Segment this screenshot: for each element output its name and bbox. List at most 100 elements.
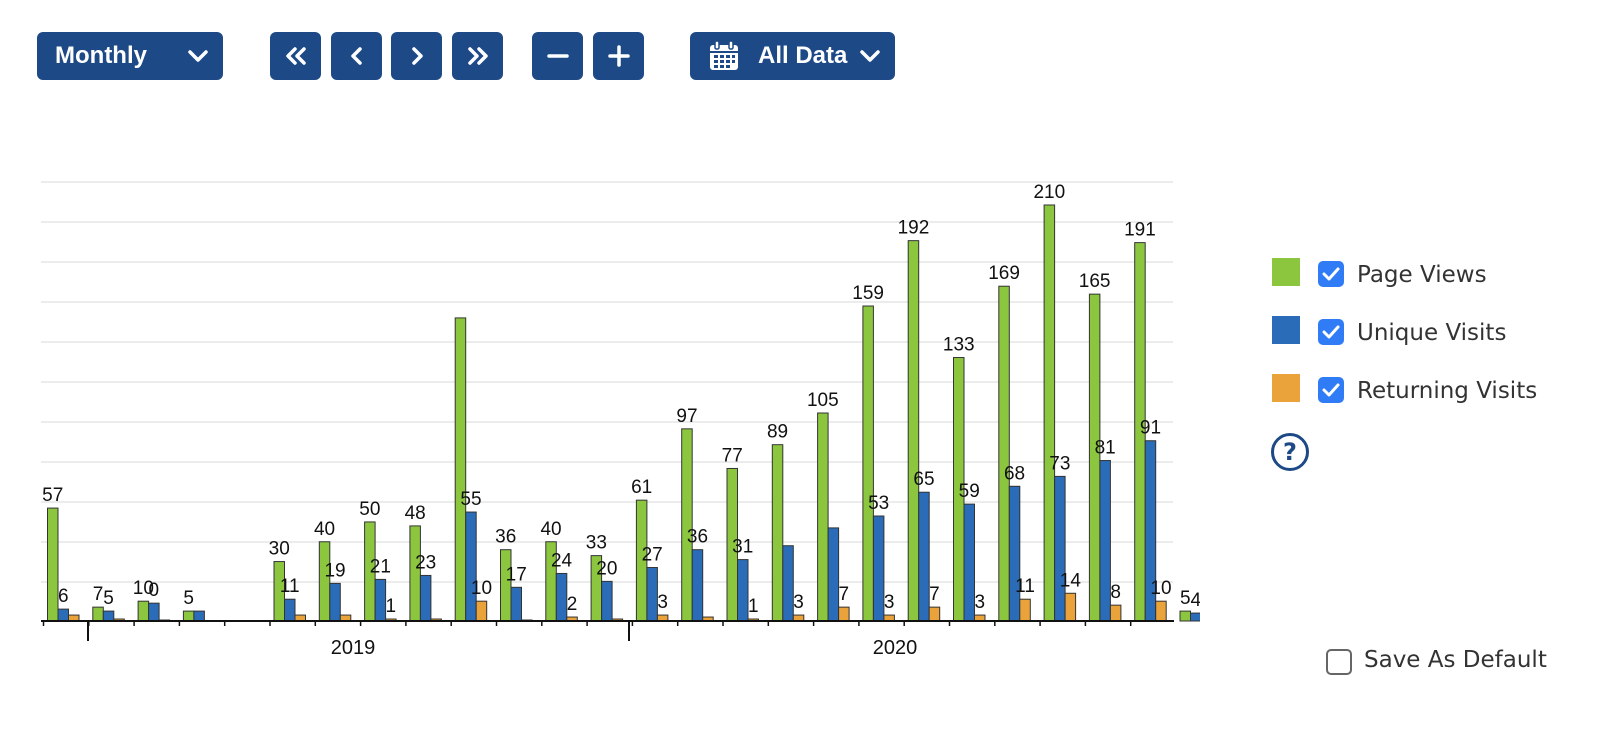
- bar-returning-visits[interactable]: [1064, 592, 1077, 622]
- date-range-select[interactable]: All Data: [690, 32, 895, 80]
- data-label: 23: [415, 552, 436, 573]
- bar-unique-visits[interactable]: [329, 582, 341, 622]
- prev-button[interactable]: [331, 32, 382, 80]
- bar-page-views[interactable]: [318, 541, 331, 622]
- period-select[interactable]: Monthly: [37, 32, 223, 80]
- checkmark-icon: [1322, 383, 1340, 397]
- bar-returning-visits[interactable]: [1109, 604, 1122, 622]
- bar-unique-visits[interactable]: [465, 511, 477, 622]
- chevron-down-icon: [859, 49, 881, 63]
- data-label: 169: [988, 263, 1020, 284]
- bar-unique-visits[interactable]: [691, 549, 704, 622]
- save-default-checkbox[interactable]: [1326, 649, 1352, 675]
- data-label: 89: [767, 422, 788, 443]
- bar-unique-visits[interactable]: [374, 578, 387, 622]
- zoom-in-button[interactable]: [593, 32, 644, 80]
- first-page-button[interactable]: [270, 32, 321, 80]
- checkmark-icon: [1322, 325, 1340, 339]
- bar-returning-visits[interactable]: [1155, 600, 1167, 622]
- data-label: 5: [103, 588, 114, 609]
- legend-swatch-0: [1272, 258, 1300, 286]
- legend-checkbox[interactable]: [1318, 377, 1344, 403]
- bar-unique-visits[interactable]: [510, 586, 522, 622]
- data-label: 55: [460, 489, 481, 510]
- bar-unique-visits[interactable]: [1099, 460, 1111, 622]
- data-labels: 576 7 5 100 53011401950211482355103617402423…: [42, 182, 1200, 617]
- data-label: 3: [974, 592, 985, 613]
- bar-unique-visits[interactable]: [872, 515, 885, 622]
- bar-page-views[interactable]: [182, 610, 195, 622]
- data-label: 1: [748, 596, 759, 617]
- bar-page-views[interactable]: [137, 600, 150, 622]
- data-label: 30: [269, 539, 290, 560]
- bar-returning-visits[interactable]: [838, 606, 850, 622]
- bar-returning-visits[interactable]: [928, 606, 941, 622]
- data-label: 7: [929, 584, 940, 605]
- bar-page-views[interactable]: [907, 240, 920, 622]
- data-label: 81: [1095, 438, 1116, 459]
- bar-page-views[interactable]: [1043, 204, 1056, 622]
- data-label: 31: [732, 537, 753, 558]
- bar-unique-visits[interactable]: [148, 602, 160, 622]
- bar-page-views[interactable]: [500, 549, 512, 622]
- zoom-out-button[interactable]: [532, 32, 583, 80]
- bar-unique-visits[interactable]: [963, 503, 975, 622]
- bar-unique-visits[interactable]: [1054, 475, 1066, 622]
- last-page-button[interactable]: [452, 32, 503, 80]
- data-label: 48: [405, 503, 426, 524]
- data-label: 97: [676, 406, 697, 427]
- bar-returning-visits[interactable]: [475, 600, 488, 622]
- legend-checkbox[interactable]: [1318, 261, 1344, 287]
- data-label: 192: [898, 218, 930, 239]
- data-label: 105: [807, 390, 839, 411]
- bar-unique-visits[interactable]: [193, 610, 205, 622]
- bar-unique-visits[interactable]: [601, 580, 613, 622]
- legend-checkbox[interactable]: [1318, 319, 1344, 345]
- data-label: 191: [1124, 220, 1156, 241]
- data-label: 77: [722, 445, 743, 466]
- bar-unique-visits[interactable]: [57, 608, 69, 622]
- bar-page-views[interactable]: [998, 285, 1010, 622]
- bar-unique-visits[interactable]: [1190, 612, 1201, 622]
- legend-label: Unique Visits: [1357, 320, 1507, 346]
- bar-returning-visits[interactable]: [1019, 598, 1031, 622]
- data-label: 53: [868, 493, 889, 514]
- bar-page-views[interactable]: [454, 317, 467, 622]
- bar-unique-visits[interactable]: [555, 572, 568, 622]
- data-label: 5: [183, 588, 194, 609]
- date-range-label: All Data: [758, 42, 848, 69]
- bar-unique-visits[interactable]: [419, 574, 432, 622]
- data-label: 4: [1190, 590, 1200, 611]
- data-label: 57: [42, 485, 63, 506]
- data-label: 36: [495, 527, 516, 548]
- legend-swatch-1: [1272, 316, 1300, 344]
- bar-page-views[interactable]: [681, 428, 693, 622]
- bar-unique-visits[interactable]: [782, 545, 794, 622]
- x-axis-year-label: 2020: [873, 637, 918, 659]
- checkmark-icon: [1322, 267, 1340, 281]
- data-label: 159: [852, 283, 884, 304]
- bar-unique-visits[interactable]: [102, 610, 115, 622]
- bar-page-views[interactable]: [409, 525, 421, 622]
- next-button[interactable]: [391, 32, 442, 80]
- legend-label: Returning Visits: [1357, 378, 1538, 404]
- bar-unique-visits[interactable]: [646, 567, 658, 622]
- bar-page-views[interactable]: [92, 606, 104, 622]
- bar-page-views[interactable]: [771, 444, 784, 622]
- bar-page-views[interactable]: [862, 305, 874, 622]
- bar-unique-visits[interactable]: [737, 559, 749, 622]
- help-icon[interactable]: ?: [1271, 433, 1309, 471]
- double-chevron-right-icon: [465, 46, 491, 66]
- data-label: 165: [1079, 271, 1111, 292]
- data-label: 10: [471, 578, 492, 599]
- data-label: 20: [596, 558, 617, 579]
- bar-unique-visits[interactable]: [284, 598, 296, 622]
- bar-page-views[interactable]: [817, 412, 829, 622]
- bar-page-views[interactable]: [47, 507, 59, 622]
- bar-unique-visits[interactable]: [918, 491, 930, 622]
- bar-unique-visits[interactable]: [1008, 485, 1021, 622]
- period-select-label: Monthly: [55, 42, 147, 69]
- bar-page-views[interactable]: [1179, 610, 1191, 622]
- data-label: 11: [280, 576, 300, 597]
- bar-unique-visits[interactable]: [827, 527, 840, 622]
